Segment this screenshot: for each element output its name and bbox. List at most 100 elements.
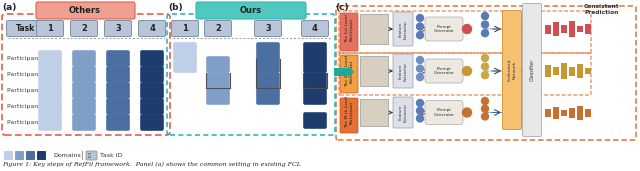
FancyBboxPatch shape [70,21,97,36]
FancyBboxPatch shape [38,50,62,67]
Text: Feature
Extractor: Feature Extractor [399,103,407,122]
FancyBboxPatch shape [38,114,62,131]
FancyBboxPatch shape [340,55,358,93]
Text: 2: 2 [215,24,221,33]
FancyBboxPatch shape [340,13,358,51]
FancyBboxPatch shape [303,42,327,59]
FancyBboxPatch shape [340,98,358,133]
FancyBboxPatch shape [303,112,327,129]
FancyBboxPatch shape [522,3,541,136]
Bar [360,99,388,126]
Text: Prompt
Generator: Prompt Generator [433,25,454,33]
Text: (c): (c) [335,3,349,12]
FancyBboxPatch shape [4,151,13,160]
FancyBboxPatch shape [72,98,96,115]
Bar [360,56,388,86]
Text: Figure 1: Key steps of RefFil framework.  Panel (a) shows the common setting in : Figure 1: Key steps of RefFil framework.… [2,162,301,167]
Circle shape [481,113,488,120]
Text: Feature
Extractor: Feature Extractor [399,19,407,39]
Text: Others: Others [69,6,101,15]
Text: 1: 1 [47,24,53,33]
FancyBboxPatch shape [256,56,280,73]
FancyBboxPatch shape [393,54,413,88]
FancyBboxPatch shape [393,97,413,128]
Bar [585,24,591,34]
Circle shape [481,72,488,79]
FancyBboxPatch shape [6,21,44,36]
FancyBboxPatch shape [173,56,197,73]
FancyBboxPatch shape [301,21,328,36]
FancyBboxPatch shape [206,56,230,73]
Text: Ours: Ours [240,6,262,15]
Bar [553,67,559,75]
FancyBboxPatch shape [38,66,62,83]
FancyBboxPatch shape [303,56,327,73]
FancyBboxPatch shape [205,21,232,36]
FancyBboxPatch shape [72,114,96,131]
Bar [545,109,551,117]
Text: 3: 3 [265,24,271,33]
Bar [569,108,575,118]
FancyBboxPatch shape [26,151,35,160]
Text: Classifier: Classifier [529,59,534,81]
Text: 📋: 📋 [88,153,91,158]
FancyBboxPatch shape [140,50,164,67]
Circle shape [481,105,488,112]
Bar [561,25,567,33]
Text: The 1st Local
Participant: The 1st Local Participant [345,15,353,43]
FancyBboxPatch shape [140,82,164,99]
FancyBboxPatch shape [106,114,130,131]
Circle shape [481,30,488,37]
Circle shape [417,32,424,39]
Circle shape [417,23,424,30]
FancyBboxPatch shape [36,2,135,19]
Text: Task ID: Task ID [100,153,122,158]
Circle shape [481,55,488,62]
FancyBboxPatch shape [106,66,130,83]
Circle shape [481,12,488,19]
Bar [561,63,567,79]
FancyBboxPatch shape [425,17,463,41]
FancyBboxPatch shape [72,50,96,67]
FancyBboxPatch shape [196,2,306,19]
Text: 2: 2 [81,24,87,33]
FancyBboxPatch shape [303,88,327,105]
Text: Federated
Network: Federated Network [508,59,516,81]
Text: (a): (a) [2,3,17,12]
FancyBboxPatch shape [15,151,24,160]
Bar [569,21,575,37]
Circle shape [463,67,472,76]
Circle shape [417,15,424,22]
Circle shape [481,97,488,104]
Text: Prompt
Generator: Prompt Generator [433,108,454,117]
FancyBboxPatch shape [206,72,230,89]
Bar [577,26,583,32]
Text: 4: 4 [312,24,318,33]
Text: 1: 1 [182,24,188,33]
FancyBboxPatch shape [255,21,282,36]
FancyBboxPatch shape [38,82,62,99]
Text: Participant 2: Participant 2 [7,72,47,77]
FancyArrow shape [334,66,354,78]
FancyBboxPatch shape [425,101,463,124]
Circle shape [463,108,472,117]
FancyBboxPatch shape [104,21,131,36]
FancyBboxPatch shape [172,21,198,36]
FancyBboxPatch shape [425,59,463,83]
FancyBboxPatch shape [502,10,522,129]
Circle shape [417,115,424,122]
FancyBboxPatch shape [38,98,62,115]
FancyBboxPatch shape [140,98,164,115]
Circle shape [417,100,424,107]
Circle shape [417,107,424,114]
FancyBboxPatch shape [72,82,96,99]
Circle shape [417,65,424,72]
Text: Task: Task [15,24,35,33]
FancyBboxPatch shape [393,12,413,46]
Bar [561,110,567,116]
Text: Domains: Domains [53,153,81,158]
Text: Participant 5: Participant 5 [7,120,47,125]
Bar [585,68,591,74]
Bar [577,64,583,78]
FancyBboxPatch shape [37,151,46,160]
